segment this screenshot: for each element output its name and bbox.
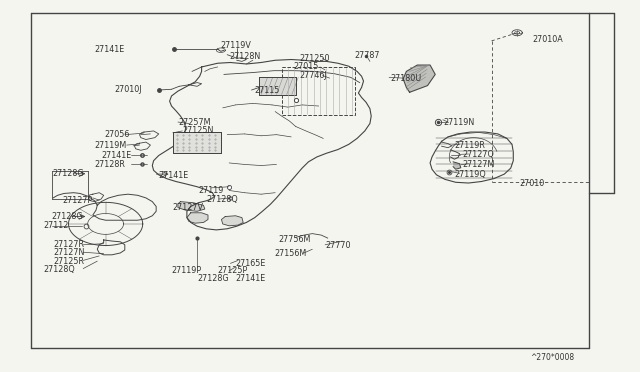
Text: 27127N: 27127N [53,248,84,257]
Text: 27127P: 27127P [63,196,93,205]
Bar [173,132,221,153]
Text: 27010A: 27010A [532,35,563,44]
Text: 27128N: 27128N [229,52,260,61]
Text: 27010J: 27010J [114,85,141,94]
Text: 27128G: 27128G [51,212,83,221]
Text: 27119V: 27119V [221,41,252,50]
Text: 27128Q: 27128Q [44,265,76,274]
Text: 27180U: 27180U [390,74,422,83]
Text: 27141E: 27141E [159,171,189,180]
Text: 27128Q: 27128Q [207,195,239,204]
Text: 27119M: 27119M [95,141,127,150]
FancyBboxPatch shape [259,77,296,95]
Text: 27128R: 27128R [95,160,125,169]
Text: 27141E: 27141E [101,151,131,160]
Text: 27119N: 27119N [443,118,474,126]
Text: 27112: 27112 [43,221,68,230]
Polygon shape [221,216,243,226]
Bar [282,67,355,115]
Polygon shape [178,202,205,211]
Text: 27127Q: 27127Q [463,150,495,159]
Text: 27056: 27056 [104,130,130,139]
Text: 27141E: 27141E [236,274,266,283]
Text: 27119P: 27119P [172,266,202,275]
Text: 27010: 27010 [520,179,545,187]
Text: 27756M: 27756M [278,235,311,244]
Text: 27127M: 27127M [463,160,495,169]
Text: 27119Q: 27119Q [454,170,486,179]
Text: 27119: 27119 [198,186,224,195]
Text: 27156M: 27156M [274,249,306,258]
Text: 271250: 271250 [300,54,330,63]
Polygon shape [453,162,461,169]
Text: 27015: 27015 [293,62,319,71]
Polygon shape [403,65,435,92]
Text: 27746J: 27746J [300,71,327,80]
Text: 27127R: 27127R [53,240,84,249]
Text: 27787: 27787 [354,51,380,60]
Text: 27141E: 27141E [95,45,125,54]
Text: 27125R: 27125R [53,257,84,266]
Text: 27165E: 27165E [236,259,266,268]
Text: ^270*0008: ^270*0008 [530,353,574,362]
Text: 27127V: 27127V [173,203,204,212]
Text: 27125P: 27125P [218,266,248,275]
Text: 27257M: 27257M [178,118,211,126]
Text: 27125N: 27125N [182,126,214,135]
Text: 27115: 27115 [255,86,280,95]
Polygon shape [187,213,208,223]
Text: 27119R: 27119R [454,141,485,150]
Text: 27128G: 27128G [52,169,84,178]
Text: 27128G: 27128G [197,274,228,283]
Text: 27770: 27770 [325,241,351,250]
